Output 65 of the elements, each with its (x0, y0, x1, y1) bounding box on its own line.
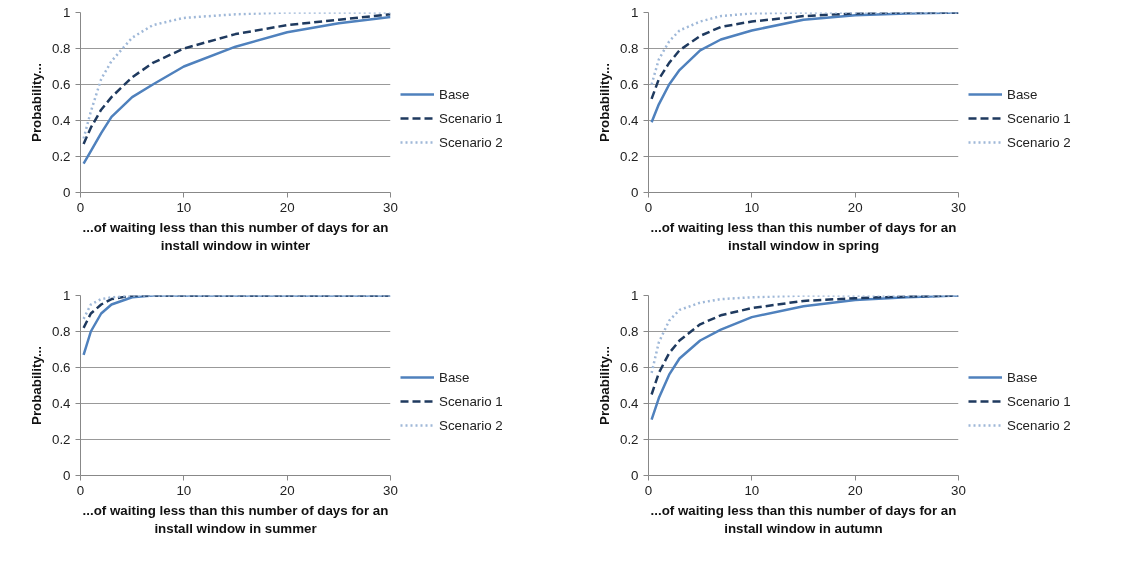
x-tick-label: 0 (644, 199, 653, 215)
legend-label: Scenario 1 (439, 110, 503, 126)
legend-label: Scenario 2 (439, 417, 503, 433)
y-tick-label: 0.8 (619, 324, 639, 339)
y-tick-label: 0.2 (619, 149, 639, 164)
y-tick-label: 0.8 (51, 41, 71, 56)
y-tick-label: 0.8 (619, 41, 639, 56)
y-tick-label: 1 (63, 288, 71, 303)
x-tick-label: 30 (951, 482, 966, 498)
line-series (650, 12, 959, 86)
y-tick-label: 0 (631, 468, 639, 483)
y-tick-label: 0.2 (51, 149, 71, 164)
x-tick-label: 0 (76, 482, 85, 498)
y-tick-label: 1 (631, 288, 639, 303)
y-tick-label: 0.2 (619, 432, 639, 447)
legend-label: Base (1007, 86, 1038, 102)
y-axis-title: Probability... (596, 346, 612, 425)
y-tick-label: 0.8 (51, 324, 71, 339)
line-series (650, 295, 959, 396)
y-axis-title: Probability... (28, 346, 44, 425)
y-tick-label: 0.4 (619, 396, 640, 411)
y-tick-label: 0.6 (51, 77, 71, 92)
y-axis-title: Probability... (28, 63, 44, 142)
legend-label: Scenario 2 (1007, 417, 1071, 433)
x-tick-label: 10 (176, 199, 192, 215)
legend-label: Scenario 1 (439, 393, 503, 409)
x-tick-label: 10 (744, 199, 760, 215)
legend-label: Base (439, 86, 470, 102)
line-series (650, 12, 959, 101)
legend-label: Scenario 1 (1007, 110, 1071, 126)
y-tick-label: 0 (63, 468, 71, 483)
y-tick-label: 0.6 (51, 360, 71, 375)
y-tick-label: 0.6 (619, 77, 639, 92)
y-tick-label: 0 (631, 185, 639, 200)
x-tick-label: 30 (383, 482, 398, 498)
y-tick-label: 0.4 (51, 396, 72, 411)
y-tick-label: 0.6 (619, 360, 639, 375)
x-tick-label: 10 (744, 482, 760, 498)
x-axis-title: ...of waiting less than this number of days for an install window in autumn (650, 502, 957, 536)
y-tick-label: 1 (631, 5, 639, 20)
line-series (82, 295, 391, 330)
x-tick-label: 30 (951, 199, 966, 215)
legend-label: Base (439, 369, 470, 385)
legend-label: Scenario 1 (1007, 393, 1071, 409)
y-tick-label: 0.2 (51, 432, 71, 447)
x-tick-label: 30 (383, 199, 398, 215)
x-tick-label: 20 (847, 199, 863, 215)
y-axis-title: Probability... (596, 63, 612, 142)
x-axis-title: ...of waiting less than this number of days for an install window in winter (82, 219, 389, 253)
legend-label: Scenario 2 (1007, 134, 1071, 150)
line-series (82, 295, 391, 321)
x-tick-label: 0 (644, 482, 653, 498)
legend-label: Scenario 2 (439, 134, 503, 150)
y-tick-label: 0.4 (619, 113, 640, 128)
y-tick-label: 0 (63, 185, 71, 200)
x-tick-label: 20 (847, 482, 863, 498)
x-tick-label: 0 (76, 199, 85, 215)
x-tick-label: 20 (279, 482, 295, 498)
x-tick-label: 20 (279, 199, 295, 215)
x-tick-label: 10 (176, 482, 192, 498)
y-tick-label: 1 (63, 5, 71, 20)
x-axis-title: ...of waiting less than this number of days for an install window in summer (82, 502, 389, 536)
x-axis-title: ...of waiting less than this number of days for an install window in spring (650, 219, 957, 253)
y-tick-label: 0.4 (51, 113, 72, 128)
legend-label: Base (1007, 369, 1038, 385)
